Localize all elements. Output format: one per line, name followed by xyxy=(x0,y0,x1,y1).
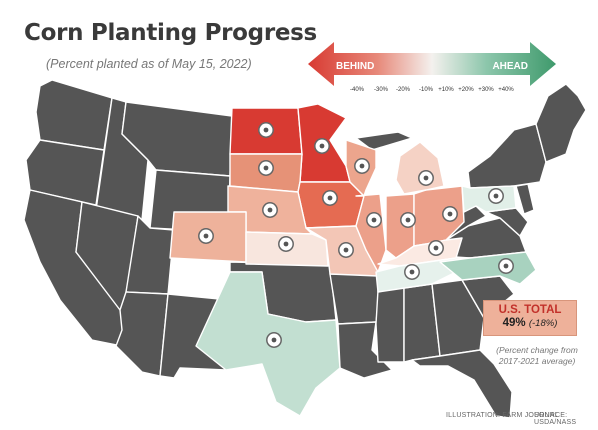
marker-north-carolina xyxy=(498,258,514,274)
us-total-box: U.S. TOTAL 49% (-18%) xyxy=(483,300,577,336)
legend-ticks: -40% -30% -20% -10% +10% +20% +30% +40% xyxy=(350,87,514,93)
marker-indiana xyxy=(400,212,416,228)
legend: BEHIND AHEAD -40% -30% -20% -10% +10% +2… xyxy=(308,42,556,93)
us-total-value: 49% xyxy=(502,317,526,329)
us-map xyxy=(23,79,587,419)
legend-tick: +10% xyxy=(438,87,454,93)
state-michigan xyxy=(395,141,445,195)
marker-wisconsin xyxy=(354,158,370,174)
state-mississippi xyxy=(375,287,405,363)
page-subtitle: (Percent planted as of May 15, 2022) xyxy=(46,57,252,71)
state-markers xyxy=(198,122,514,348)
state-new-york xyxy=(467,123,547,189)
marker-michigan xyxy=(418,170,434,186)
legend-tick: -20% xyxy=(396,87,411,93)
state-georgia xyxy=(431,279,485,357)
marker-texas xyxy=(266,332,282,348)
marker-missouri xyxy=(338,242,354,258)
marker-nebraska xyxy=(262,202,278,218)
illustration-credit: ILLUSTRATION: FARM JOURNAL xyxy=(446,412,559,419)
marker-kansas xyxy=(278,236,294,252)
change-note: (Percent change from 2017-2021 average) xyxy=(490,345,584,367)
marker-iowa xyxy=(322,190,338,206)
state-michigan-up xyxy=(355,131,413,151)
page-title: Corn Planting Progress xyxy=(24,20,317,46)
marker-ohio xyxy=(442,206,458,222)
legend-tick: +40% xyxy=(498,87,514,93)
legend-tick: -30% xyxy=(374,87,389,93)
marker-south-dakota xyxy=(258,160,274,176)
state-florida xyxy=(411,349,513,419)
legend-tick: -10% xyxy=(419,87,434,93)
us-total-label: U.S. TOTAL xyxy=(498,304,562,316)
state-utah xyxy=(125,215,175,295)
state-arizona xyxy=(115,291,169,377)
legend-behind-label: BEHIND xyxy=(336,61,374,72)
state-north-carolina xyxy=(439,251,537,285)
marker-kentucky xyxy=(428,240,444,256)
state-washington xyxy=(35,79,113,151)
legend-arrow xyxy=(308,42,556,86)
change-note-line1: (Percent change from xyxy=(496,345,578,355)
marker-north-dakota xyxy=(258,122,274,138)
legend-tick: -40% xyxy=(350,87,365,93)
change-note-line2: 2017-2021 average) xyxy=(498,356,576,366)
marker-minnesota xyxy=(314,138,330,154)
legend-tick: +30% xyxy=(478,87,494,93)
us-total-change: (-18%) xyxy=(528,318,558,329)
marker-colorado xyxy=(198,228,214,244)
legend-tick: +20% xyxy=(458,87,474,93)
marker-pennsylvania xyxy=(488,188,504,204)
state-new-england xyxy=(535,83,587,163)
state-new-jersey xyxy=(515,183,535,215)
marker-tennessee xyxy=(404,264,420,280)
state-arkansas xyxy=(329,273,383,325)
source-credit: SOURCE: USDA/NASS xyxy=(534,412,577,426)
legend-ahead-label: AHEAD xyxy=(492,61,528,72)
marker-illinois xyxy=(366,212,382,228)
us-total-value-line: 49% (-18%) xyxy=(484,317,576,329)
